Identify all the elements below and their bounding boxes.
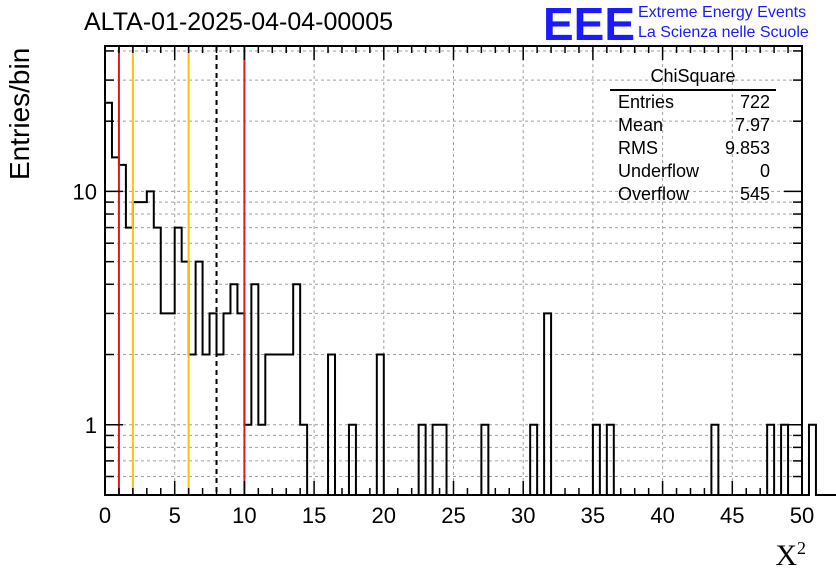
x-tick-label: 20 (372, 503, 396, 528)
stats-value: 0 (759, 161, 770, 181)
x-axis-label-superscript: 2 (797, 538, 806, 558)
x-tick-label: 30 (511, 503, 535, 528)
eee-logo: EEE (543, 2, 635, 44)
stats-label: Entries (618, 92, 675, 112)
stats-row-entries: Entries 722 (612, 91, 776, 114)
x-tick-label: 0 (99, 503, 111, 528)
stats-value: 9.853 (724, 138, 770, 158)
x-tick-label: 45 (720, 503, 744, 528)
stats-value: 722 (739, 92, 770, 112)
stats-box: ChiSquare Entries 722 Mean 7.97 RMS 9.85… (610, 66, 776, 206)
x-tick-label: 25 (441, 503, 465, 528)
stats-row-overflow: Overflow 545 (612, 183, 776, 206)
eee-logo-mark: EEE (543, 2, 635, 44)
x-tick-label: 5 (169, 503, 181, 528)
stats-title: ChiSquare (610, 66, 776, 91)
logo-line-1: Extreme Energy Events (638, 4, 807, 21)
y-axis-label-text: Entries/bin (4, 47, 35, 180)
y-tick-label: 1 (85, 413, 97, 438)
x-axis-label-text: X (775, 539, 797, 572)
stats-label: Overflow (618, 184, 690, 204)
x-tick-label: 35 (581, 503, 605, 528)
stats-value: 7.97 (734, 115, 770, 135)
x-axis-label: X2 (775, 538, 806, 573)
chart-title: ALTA-01-2025-04-04-00005 (84, 8, 393, 36)
stats-row-rms: RMS 9.853 (612, 137, 776, 160)
y-tick-label: 10 (73, 179, 97, 204)
stats-label: Mean (618, 115, 664, 135)
x-tick-label: 10 (232, 503, 256, 528)
logo-line-2: La Scienza nelle Scuole (638, 24, 809, 41)
x-tick-label: 15 (302, 503, 326, 528)
x-tick-label: 50 (790, 503, 814, 528)
stats-row-mean: Mean 7.97 (612, 114, 776, 137)
stats-value: 545 (739, 184, 770, 204)
stats-label: RMS (618, 138, 658, 158)
x-tick-label: 40 (650, 503, 674, 528)
stats-row-underflow: Underflow 0 (612, 160, 776, 183)
stats-label: Underflow (618, 161, 700, 181)
